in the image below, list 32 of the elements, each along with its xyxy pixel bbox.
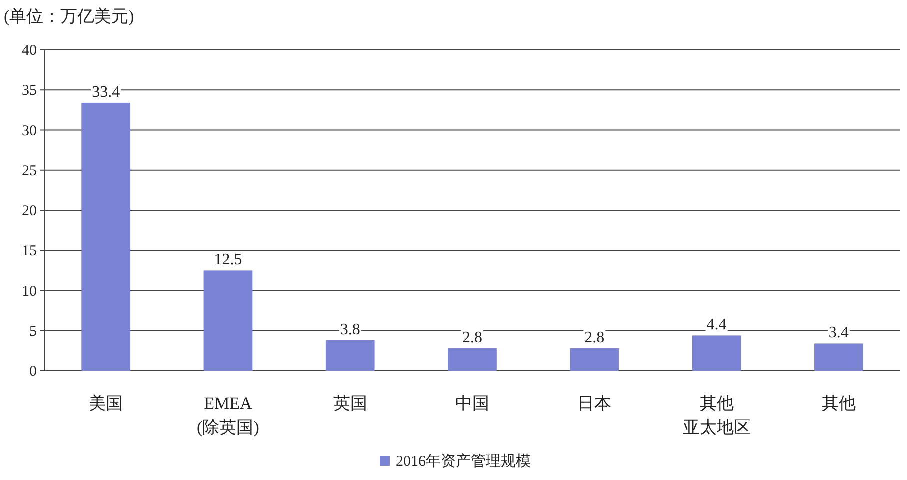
bar	[448, 348, 497, 371]
x-tick-label: EMEA (除英国)	[197, 394, 260, 437]
data-label: 2.8	[462, 330, 482, 347]
y-tick-label: 0	[30, 364, 37, 380]
data-label: 4.4	[706, 316, 727, 334]
y-tick-label: 30	[22, 123, 37, 140]
y-tick-label: 40	[22, 43, 37, 59]
y-tick-label: 20	[22, 204, 37, 220]
data-label: 12.5	[214, 252, 242, 269]
data-label: 2.8	[584, 330, 605, 347]
y-tick-label: 25	[22, 163, 37, 180]
bar	[570, 348, 620, 371]
data-label: 3.4	[828, 324, 849, 342]
bar	[692, 336, 742, 371]
x-tick-label: 英国	[333, 394, 368, 413]
x-tick-label: 中国	[456, 394, 490, 413]
data-label: 3.8	[340, 322, 360, 339]
data-label: 33.4	[92, 84, 120, 101]
y-tick-label: 35	[22, 83, 37, 100]
x-tick-label: 其他	[822, 394, 856, 413]
bar	[204, 270, 253, 371]
x-tick-label: 其他亚太地区	[682, 394, 751, 437]
legend-label: 2016年资产管理规模	[396, 453, 531, 470]
y-tick-label: 15	[22, 244, 37, 260]
bar	[326, 340, 375, 371]
x-tick-label: 美国	[89, 394, 124, 413]
y-tick-label: 5	[30, 324, 37, 340]
bar	[814, 344, 864, 371]
bar	[82, 102, 130, 371]
x-tick-label: 日本	[578, 394, 612, 413]
y-axis-title: (单位：万亿美元)	[4, 7, 134, 26]
y-tick-label: 10	[22, 284, 37, 300]
